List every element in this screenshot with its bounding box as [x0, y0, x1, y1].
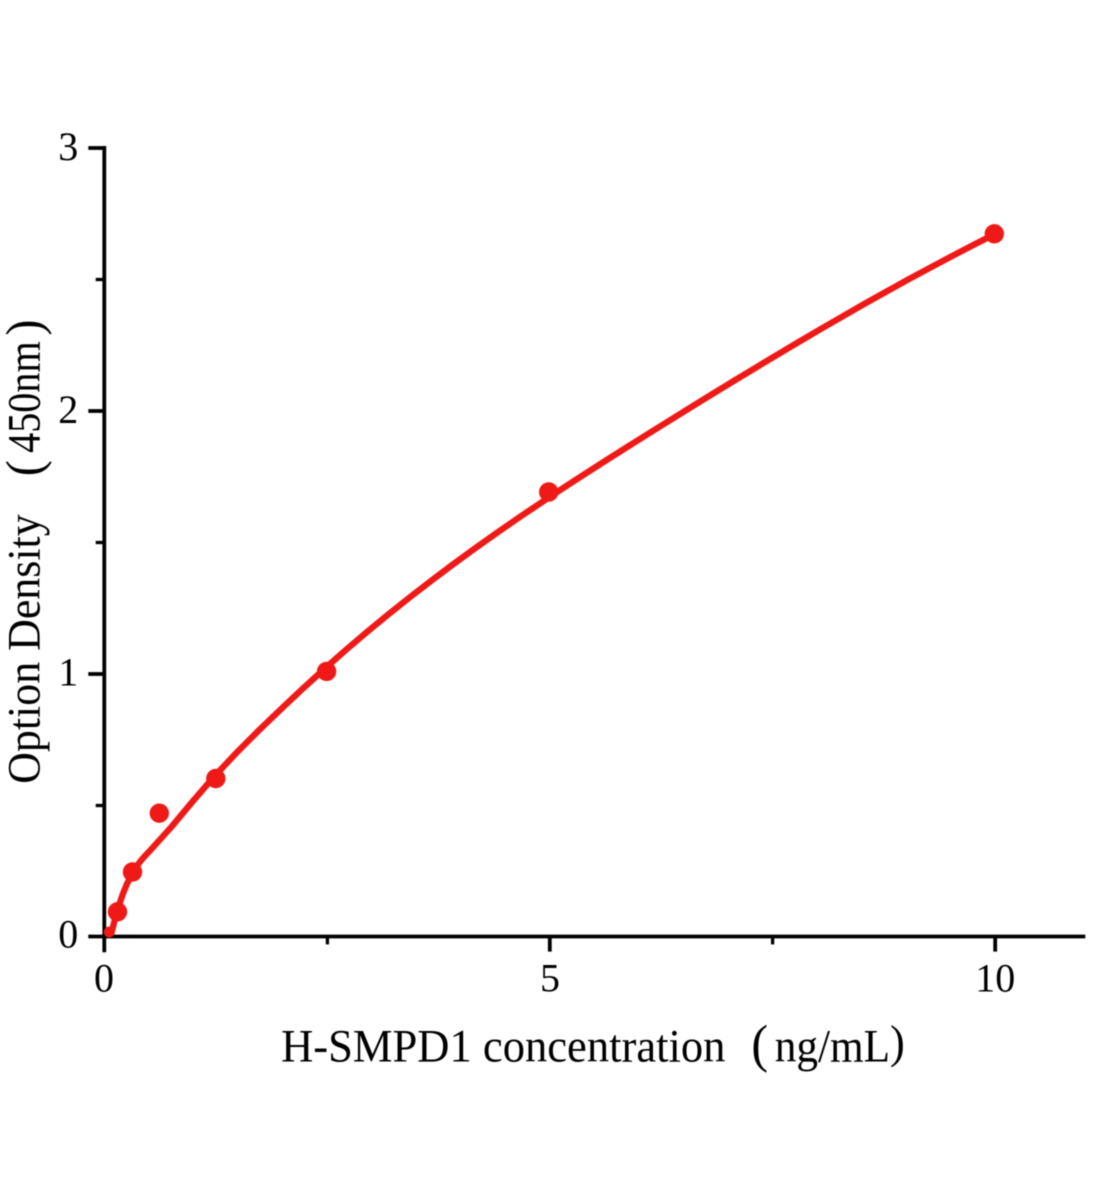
svg-text:5: 5 — [540, 956, 560, 1001]
svg-text:450nm: 450nm — [0, 341, 50, 453]
svg-text:ng/mL: ng/mL — [775, 1019, 890, 1071]
svg-text:0: 0 — [58, 912, 78, 957]
svg-text:): ) — [0, 319, 52, 335]
svg-text:(: ( — [0, 460, 52, 476]
svg-text:Option Density: Option Density — [0, 514, 50, 784]
svg-text:10: 10 — [975, 956, 1015, 1001]
svg-text:0: 0 — [94, 956, 114, 1001]
svg-text:2: 2 — [58, 387, 78, 432]
svg-text:): ) — [890, 1015, 905, 1067]
svg-text:1: 1 — [58, 650, 78, 695]
svg-text:(: ( — [751, 1015, 768, 1074]
svg-text:H-SMPD1 concentration: H-SMPD1 concentration — [281, 1019, 726, 1071]
svg-text:3: 3 — [58, 124, 78, 169]
